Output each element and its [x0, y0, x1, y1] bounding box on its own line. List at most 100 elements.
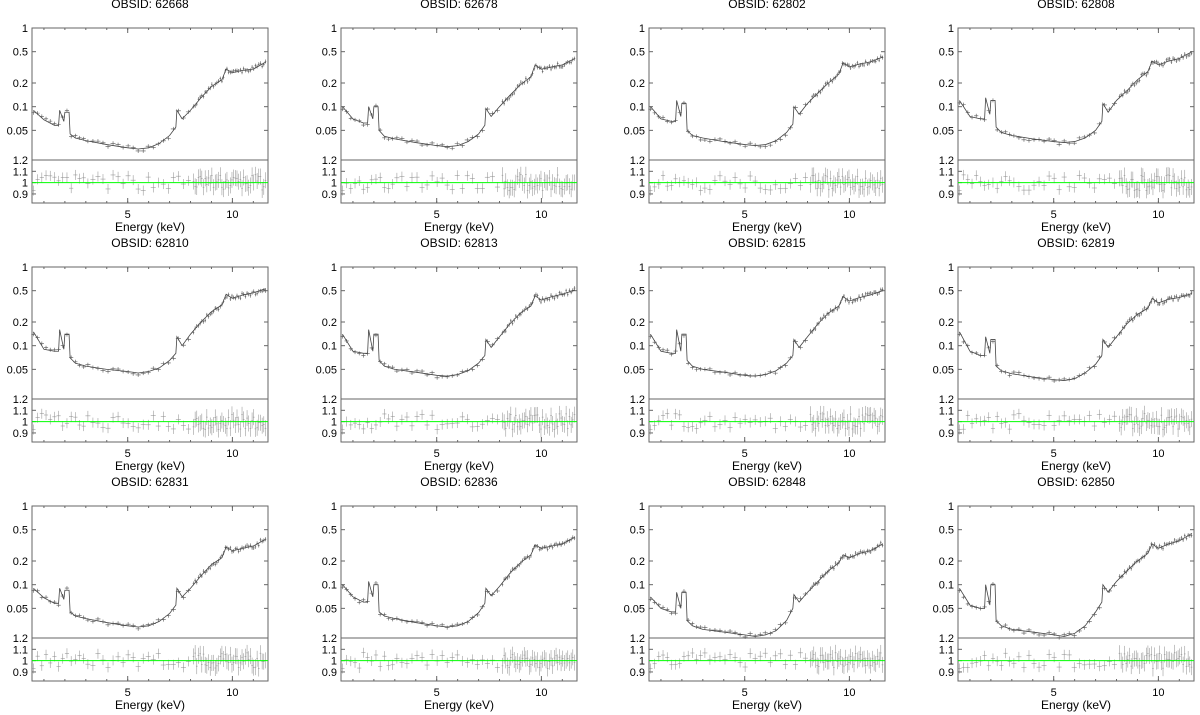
data-point: [767, 631, 773, 636]
y-tick-label: 0.05: [932, 125, 953, 137]
data-point: [812, 581, 815, 586]
ratio-point: [257, 168, 260, 185]
ratio-point: [863, 415, 865, 432]
data-point: [494, 108, 500, 113]
data-point: [231, 549, 233, 554]
ratio-point: [1154, 410, 1157, 427]
ratio-point: [229, 420, 232, 437]
data-point: [244, 68, 247, 73]
data-point: [529, 553, 532, 558]
data-point: [204, 570, 207, 575]
data-point: [414, 619, 420, 624]
data-point: [1158, 543, 1160, 548]
ratio-point: [439, 650, 445, 661]
ratio-point: [474, 659, 480, 670]
ratio-tick-label: 1.1: [938, 405, 953, 417]
data-point: [792, 105, 798, 110]
ratio-point: [1133, 416, 1135, 433]
data-point: [232, 295, 235, 300]
data-point: [652, 110, 657, 115]
data-point: [489, 592, 495, 597]
ratio-point: [551, 416, 554, 433]
data-point: [792, 339, 798, 344]
data-point: [194, 103, 196, 108]
ratio-point: [742, 182, 748, 193]
data-point: [444, 374, 450, 379]
ratio-point: [727, 179, 733, 190]
ratio-point: [1036, 662, 1042, 673]
data-point: [39, 595, 44, 600]
x-tick-label: 10: [1152, 687, 1164, 699]
ratio-point: [222, 650, 225, 667]
data-point: [247, 69, 250, 74]
ratio-tick-label: 0.9: [321, 667, 336, 679]
ratio-point: [369, 174, 374, 185]
ratio-point: [990, 423, 995, 434]
data-point: [542, 298, 545, 303]
x-axis-label: Energy (keV): [732, 459, 802, 473]
ratio-point: [811, 416, 813, 433]
data-point: [348, 116, 353, 121]
data-point: [1086, 133, 1092, 138]
ratio-point: [474, 421, 480, 432]
ratio-point: [1163, 176, 1166, 193]
y-tick-label: 0.1: [630, 580, 645, 592]
data-point: [140, 148, 146, 153]
ratio-point: [1165, 417, 1167, 434]
ratio-point: [398, 414, 404, 425]
ratio-point: [237, 659, 240, 676]
ratio-point: [60, 653, 65, 664]
data-point: [782, 620, 788, 625]
ratio-point: [1056, 184, 1062, 195]
data-point: [439, 374, 445, 379]
ratio-point: [506, 179, 508, 196]
ratio-point: [85, 178, 91, 189]
data-point: [814, 581, 817, 586]
data-point: [564, 288, 567, 293]
data-point: [1124, 570, 1127, 575]
ratio-point: [1149, 173, 1152, 190]
ratio-point: [514, 407, 517, 424]
data-point: [479, 357, 485, 362]
ratio-point: [881, 656, 884, 673]
x-tick-label: 5: [433, 448, 439, 460]
data-point: [821, 573, 824, 578]
data-point: [217, 307, 220, 312]
data-point: [544, 296, 547, 301]
ratio-tick-label: 1.2: [321, 155, 336, 167]
data-point: [130, 623, 136, 628]
ratio-point: [385, 413, 391, 424]
ratio-point: [1025, 417, 1032, 428]
ratio-point: [232, 412, 235, 429]
data-point: [834, 561, 837, 566]
data-point: [563, 292, 565, 297]
ratio-point: [851, 652, 854, 669]
data-point: [251, 545, 253, 550]
data-point: [474, 363, 480, 368]
ratio-point: [170, 172, 176, 183]
data-point: [1176, 57, 1179, 62]
data-point: [369, 591, 374, 596]
spectrum-panel: OBSID: 62802 1 0.5 0.2 0.1 0.05 1.2 1.1 1 0.9 5 10 E…: [617, 0, 917, 237]
ratio-point: [762, 184, 768, 195]
data-point: [1176, 538, 1179, 543]
data-point: [180, 595, 186, 600]
data-point: [454, 373, 460, 378]
data-point: [398, 367, 404, 372]
data-point: [1181, 55, 1184, 60]
ratio-point: [212, 417, 215, 434]
data-point: [100, 368, 106, 373]
data-point: [694, 134, 699, 139]
ratio-point: [1123, 414, 1125, 431]
ratio-point: [546, 660, 549, 677]
data-point: [532, 544, 535, 549]
data-point: [344, 338, 349, 343]
ratio-point: [199, 645, 201, 662]
ratio-point: [1111, 178, 1117, 189]
data-point: [521, 309, 523, 314]
data-point: [563, 62, 565, 67]
data-point: [707, 139, 713, 144]
data-point: [660, 605, 666, 610]
data-point: [1190, 51, 1192, 56]
ratio-point: [194, 411, 196, 428]
